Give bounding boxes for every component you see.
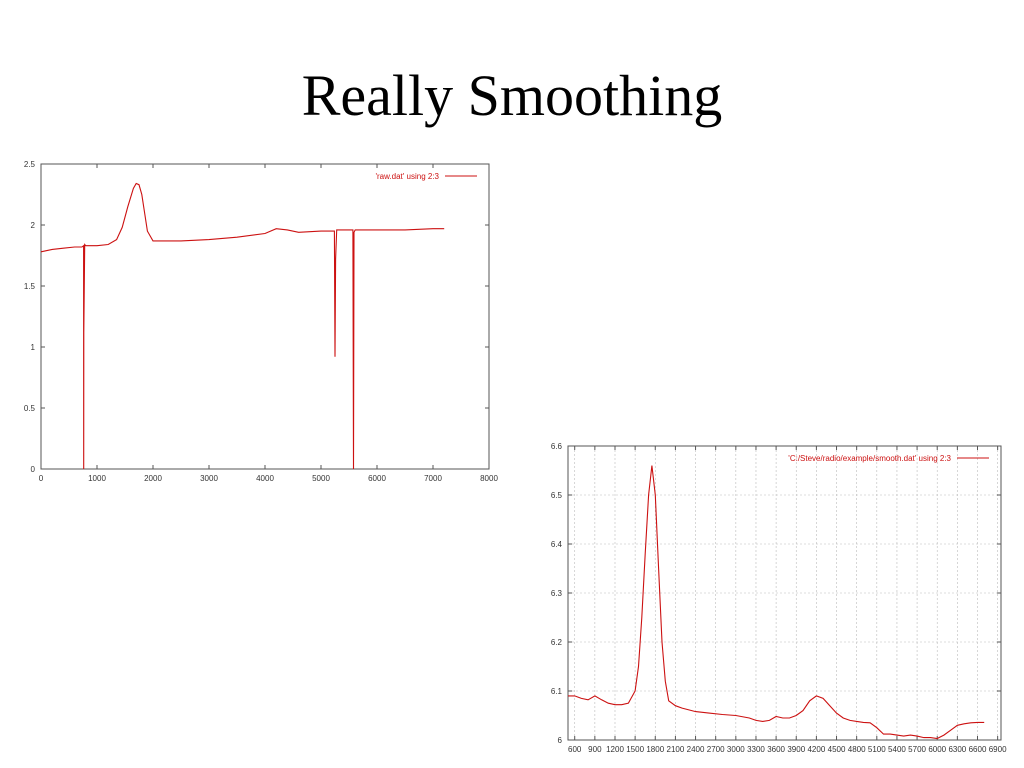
x-tick-label: 2000 bbox=[144, 474, 162, 483]
y-tick-label: 0.5 bbox=[24, 404, 36, 413]
x-tick-label: 3600 bbox=[767, 745, 785, 754]
x-tick-label: 900 bbox=[588, 745, 602, 754]
x-tick-label: 4500 bbox=[828, 745, 846, 754]
x-tick-label: 4000 bbox=[256, 474, 274, 483]
plot-frame bbox=[40, 163, 490, 470]
y-tick-label: 2 bbox=[31, 221, 36, 230]
y-tick-label: 1.5 bbox=[24, 282, 36, 291]
y-tick-label: 6.3 bbox=[551, 589, 563, 598]
y-tick-label: 6.6 bbox=[551, 442, 563, 451]
series-line bbox=[40, 182, 445, 470]
x-tick-label: 5000 bbox=[312, 474, 330, 483]
x-tick-label: 4800 bbox=[848, 745, 866, 754]
legend-label: 'C:/Steve/radio/example/smooth.dat' usin… bbox=[788, 454, 951, 463]
y-tick-label: 6.4 bbox=[551, 540, 563, 549]
y-tick-label: 6 bbox=[558, 736, 563, 745]
raw-data-chart: 0 1000 2000 3000 4000 5000 6000 7000 8000 0 0.5 1 1.… bbox=[24, 160, 499, 483]
x-tick-label: 600 bbox=[568, 745, 582, 754]
y-tick-label: 6.2 bbox=[551, 638, 563, 647]
x-tick-label: 5700 bbox=[908, 745, 926, 754]
y-tick-label: 0 bbox=[31, 465, 36, 474]
x-tick-label: 5100 bbox=[868, 745, 886, 754]
x-tick-label: 0 bbox=[39, 474, 44, 483]
smooth-data-chart: 600 900 1200 1500 1800 2100 2400 2700 3000 3300 36… bbox=[551, 442, 1007, 754]
x-tick-label: 3300 bbox=[747, 745, 765, 754]
y-tick-label: 1 bbox=[31, 343, 36, 352]
x-tick-label: 3900 bbox=[787, 745, 805, 754]
x-tick-label: 6000 bbox=[368, 474, 386, 483]
legend-label: 'raw.dat' using 2:3 bbox=[375, 172, 439, 181]
x-tick-label: 5400 bbox=[888, 745, 906, 754]
x-tick-label: 4200 bbox=[807, 745, 825, 754]
x-tick-label: 6300 bbox=[948, 745, 966, 754]
x-tick-label: 2400 bbox=[687, 745, 705, 754]
x-tick-label: 2100 bbox=[667, 745, 685, 754]
x-tick-label: 7000 bbox=[424, 474, 442, 483]
x-tick-label: 1000 bbox=[88, 474, 106, 483]
y-tick-label: 6.5 bbox=[551, 491, 563, 500]
x-tick-label: 3000 bbox=[200, 474, 218, 483]
y-tick-label: 6.1 bbox=[551, 687, 563, 696]
x-tick-label: 1800 bbox=[646, 745, 664, 754]
x-tick-label: 2700 bbox=[707, 745, 725, 754]
x-tick-label: 3000 bbox=[727, 745, 745, 754]
series-line bbox=[568, 465, 985, 740]
slide-title: Really Smoothing bbox=[301, 63, 723, 128]
x-tick-label: 1200 bbox=[606, 745, 624, 754]
x-tick-label: 6600 bbox=[969, 745, 987, 754]
x-tick-label: 1500 bbox=[626, 745, 644, 754]
y-tick-label: 2.5 bbox=[24, 160, 36, 169]
x-tick-label: 6900 bbox=[989, 745, 1007, 754]
x-tick-label: 8000 bbox=[480, 474, 498, 483]
x-tick-label: 6000 bbox=[928, 745, 946, 754]
